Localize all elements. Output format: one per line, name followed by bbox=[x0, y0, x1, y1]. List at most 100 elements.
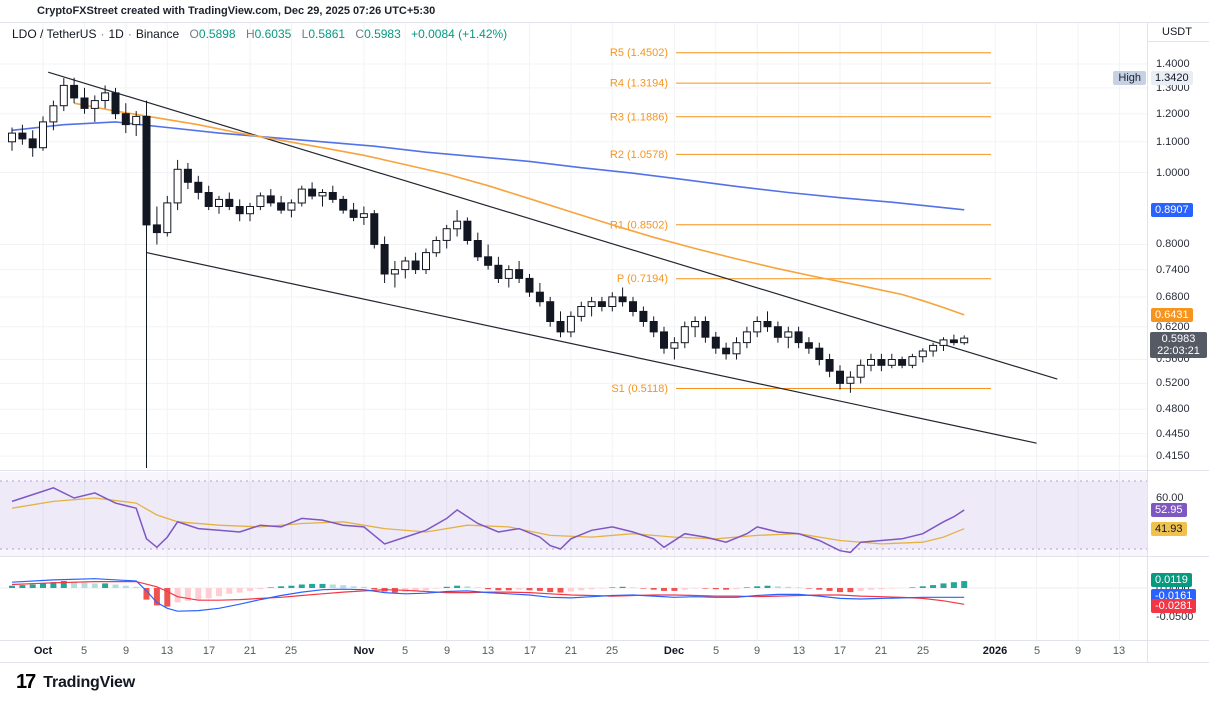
candle[interactable] bbox=[836, 370, 844, 384]
candle[interactable] bbox=[670, 342, 679, 349]
candle[interactable] bbox=[183, 168, 192, 183]
candle[interactable] bbox=[649, 321, 658, 333]
candle[interactable] bbox=[577, 306, 586, 317]
candle[interactable] bbox=[597, 301, 606, 308]
ma-orange-line[interactable] bbox=[73, 102, 965, 316]
candle[interactable] bbox=[422, 252, 430, 271]
candle[interactable] bbox=[691, 321, 700, 328]
symbol-legend[interactable]: LDO / TetherUS · 1D · Binance O0.5898 H0.603… bbox=[12, 27, 507, 41]
candle[interactable] bbox=[256, 195, 265, 207]
candle[interactable] bbox=[359, 213, 368, 218]
candle[interactable] bbox=[442, 228, 451, 241]
candle[interactable] bbox=[722, 347, 731, 355]
candle[interactable] bbox=[297, 188, 306, 204]
candle[interactable] bbox=[411, 260, 420, 271]
candle[interactable] bbox=[90, 100, 99, 109]
candle[interactable] bbox=[639, 310, 648, 322]
candle[interactable] bbox=[484, 256, 493, 266]
candle[interactable] bbox=[742, 331, 751, 344]
candle[interactable] bbox=[318, 192, 327, 197]
candle[interactable] bbox=[504, 269, 513, 279]
candle[interactable] bbox=[453, 220, 462, 230]
candle[interactable] bbox=[432, 240, 441, 254]
candle[interactable] bbox=[473, 240, 482, 258]
candle[interactable] bbox=[856, 364, 865, 378]
candle[interactable] bbox=[287, 202, 296, 211]
pane-divider-rsi-macd[interactable] bbox=[0, 556, 1209, 557]
candle[interactable] bbox=[753, 321, 762, 333]
price-axis[interactable]: USDT 1.4000 1.3000 1.2000 1.1000 1.0000 0.800… bbox=[1147, 22, 1209, 662]
candle[interactable] bbox=[618, 296, 627, 303]
candle[interactable] bbox=[939, 339, 948, 346]
candle[interactable] bbox=[246, 206, 254, 215]
candle[interactable] bbox=[49, 105, 58, 123]
candle[interactable] bbox=[701, 321, 710, 338]
candle[interactable] bbox=[773, 326, 782, 338]
interval-label[interactable]: 1D bbox=[108, 27, 124, 41]
time-axis[interactable]: Oct 5 9 13 17 21 25 Nov 5 9 13 17 21 25 Dec 5 9 13 17 21 25 2… bbox=[0, 640, 1147, 662]
candle[interactable] bbox=[525, 277, 534, 293]
candle[interactable] bbox=[680, 326, 689, 344]
candle[interactable] bbox=[587, 301, 596, 308]
candle[interactable] bbox=[908, 356, 917, 366]
candle[interactable] bbox=[28, 138, 37, 149]
candle[interactable] bbox=[235, 206, 244, 215]
chart-canvas[interactable]: R5 (1.4502) R4 (1.3194) R3 (1.1886) R2 (1.0… bbox=[0, 0, 1147, 662]
candle[interactable] bbox=[867, 359, 875, 366]
candle[interactable] bbox=[784, 331, 793, 338]
candle[interactable] bbox=[163, 202, 172, 234]
ma-blue-line[interactable] bbox=[11, 121, 965, 211]
candle[interactable] bbox=[215, 198, 223, 207]
candle[interactable] bbox=[142, 115, 151, 226]
candle[interactable] bbox=[277, 202, 286, 211]
tradingview-logo[interactable]: 17 TradingView bbox=[16, 671, 135, 694]
candle[interactable] bbox=[556, 321, 565, 333]
candle[interactable] bbox=[266, 195, 275, 204]
candle[interactable] bbox=[929, 344, 938, 352]
macd-line[interactable] bbox=[11, 578, 965, 612]
candle[interactable] bbox=[608, 296, 617, 307]
candle[interactable] bbox=[825, 359, 834, 372]
candle[interactable] bbox=[101, 92, 110, 102]
candle[interactable] bbox=[463, 220, 472, 241]
candle[interactable] bbox=[8, 132, 16, 143]
candle[interactable] bbox=[80, 97, 89, 109]
candle[interactable] bbox=[732, 342, 741, 355]
candle[interactable] bbox=[898, 359, 907, 366]
candle[interactable] bbox=[949, 339, 958, 344]
candle[interactable] bbox=[846, 376, 855, 384]
candle[interactable] bbox=[887, 359, 896, 366]
candle[interactable] bbox=[535, 291, 544, 303]
trendline-lower[interactable] bbox=[146, 252, 1037, 444]
candle[interactable] bbox=[794, 331, 803, 344]
candle[interactable] bbox=[401, 260, 410, 271]
trendline-upper[interactable] bbox=[48, 71, 1058, 380]
candle[interactable] bbox=[815, 347, 824, 361]
candle[interactable] bbox=[59, 84, 68, 107]
candle[interactable] bbox=[173, 168, 182, 204]
candle[interactable] bbox=[328, 192, 337, 200]
candle[interactable] bbox=[918, 350, 927, 358]
rsi-line[interactable] bbox=[11, 486, 965, 554]
candle[interactable] bbox=[546, 301, 555, 323]
candle[interactable] bbox=[380, 244, 389, 275]
candle[interactable] bbox=[204, 192, 213, 207]
candle[interactable] bbox=[225, 198, 234, 207]
candle[interactable] bbox=[308, 188, 317, 197]
candle[interactable] bbox=[39, 121, 47, 149]
candle[interactable] bbox=[960, 337, 969, 344]
candle[interactable] bbox=[121, 113, 130, 126]
symbol-name[interactable]: LDO / TetherUS bbox=[12, 27, 97, 41]
candle[interactable] bbox=[494, 264, 503, 279]
candle[interactable] bbox=[132, 115, 141, 126]
candle[interactable] bbox=[152, 224, 161, 234]
candle[interactable] bbox=[629, 301, 637, 313]
axis-currency-label[interactable]: USDT bbox=[1162, 26, 1192, 38]
candle[interactable] bbox=[349, 209, 358, 218]
pane-divider-main-rsi[interactable] bbox=[0, 470, 1209, 471]
candle[interactable] bbox=[339, 198, 348, 211]
rsi-ma-line[interactable] bbox=[11, 497, 965, 545]
candle[interactable] bbox=[370, 213, 379, 245]
candle[interactable] bbox=[111, 92, 120, 115]
candle[interactable] bbox=[711, 336, 720, 349]
